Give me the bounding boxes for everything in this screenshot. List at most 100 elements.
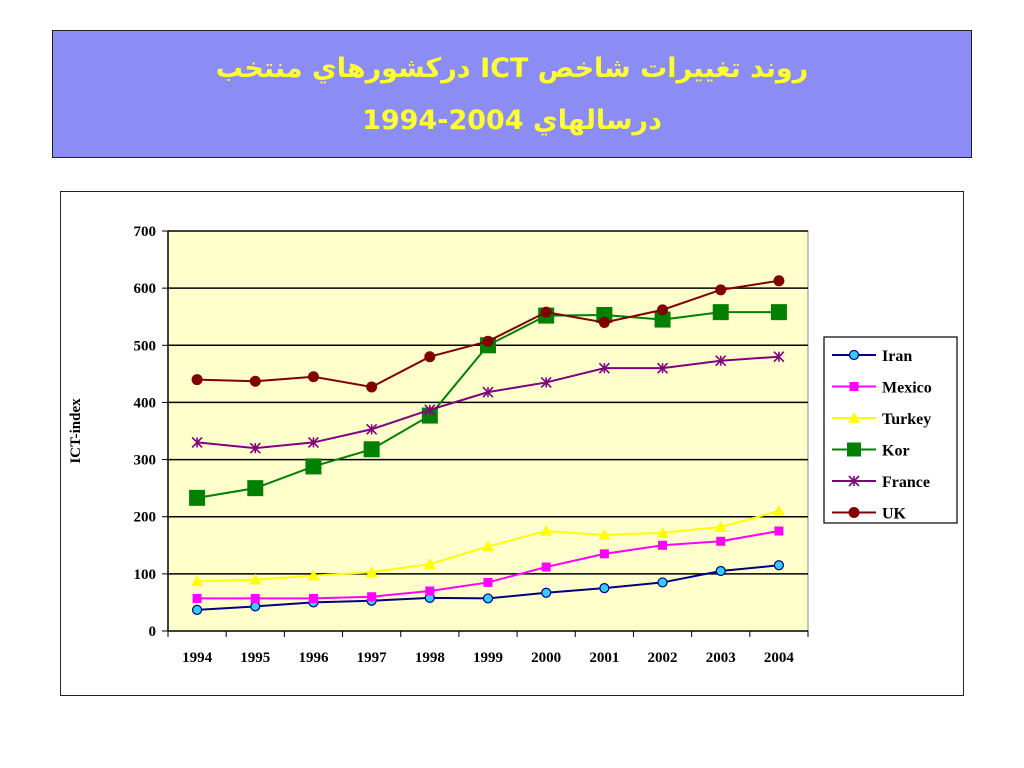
data-point-iran xyxy=(482,593,494,604)
data-point-france xyxy=(598,362,610,374)
data-point-mexico xyxy=(483,577,493,587)
x-tick-label: 2003 xyxy=(706,650,736,666)
data-point-turkey xyxy=(540,525,553,536)
data-point-mexico xyxy=(192,593,202,603)
legend-label: UK xyxy=(882,506,907,523)
x-tick-label: 2000 xyxy=(531,650,561,666)
data-point-turkey xyxy=(656,526,669,538)
data-point-kor xyxy=(363,441,380,458)
data-point-kor xyxy=(654,311,671,328)
x-tick-label: 2001 xyxy=(589,650,619,666)
legend-item-turkey: Turkey xyxy=(832,411,931,428)
x-tick-label: 1994 xyxy=(182,650,213,666)
legend-label: France xyxy=(882,474,930,491)
legend-item-iran: Iran xyxy=(832,348,912,365)
data-point-turkey xyxy=(714,521,727,532)
data-point-uk xyxy=(307,371,319,383)
data-point-iran xyxy=(599,583,610,594)
x-tick-label: 1997 xyxy=(357,650,388,666)
data-point-mexico xyxy=(599,549,609,559)
data-point-turkey xyxy=(191,575,204,587)
data-point-kor xyxy=(247,480,264,497)
data-point-turkey xyxy=(482,540,494,552)
data-point-mexico xyxy=(774,526,784,536)
data-point-uk xyxy=(482,335,494,347)
data-point-france xyxy=(715,355,727,367)
data-point-france xyxy=(249,442,261,454)
data-point-france xyxy=(307,436,320,448)
data-point-uk xyxy=(249,375,261,387)
legend-marker xyxy=(848,349,860,361)
data-point-france xyxy=(773,351,785,363)
x-tick-label: 2002 xyxy=(648,650,678,666)
y-axis-title: ICT-index xyxy=(68,398,84,464)
x-tick-label: 1999 xyxy=(473,650,503,666)
legend-marker xyxy=(848,412,860,423)
data-point-mexico xyxy=(658,540,668,550)
data-point-uk xyxy=(598,316,610,328)
data-point-mexico xyxy=(250,593,260,603)
y-tick-label: 400 xyxy=(134,395,157,411)
data-point-iran xyxy=(715,565,726,577)
legend-marker xyxy=(848,507,860,518)
legend-item-kor: Kor xyxy=(832,442,910,460)
data-point-iran xyxy=(541,587,552,598)
data-point-turkey xyxy=(772,505,785,516)
legend-marker xyxy=(849,382,859,391)
data-point-turkey xyxy=(598,529,611,540)
plot-area xyxy=(167,230,809,632)
x-tick-label: 2004 xyxy=(764,650,795,666)
x-tick-label: 1996 xyxy=(298,650,329,666)
data-point-iran xyxy=(657,577,668,588)
data-point-kor xyxy=(189,489,206,506)
data-point-france xyxy=(191,436,203,448)
y-tick-label: 0 xyxy=(149,624,157,640)
data-point-iran xyxy=(191,604,203,615)
chart-frame: 0 100 200 300 400 500 600 700 1994 1995 1996 1997 19… xyxy=(60,191,964,696)
legend-marker xyxy=(847,442,861,457)
data-point-turkey xyxy=(307,569,320,581)
data-point-kor xyxy=(770,304,787,321)
legend: Iran Mexico Turkey Kor France UK xyxy=(823,336,958,524)
x-tick-label: 1998 xyxy=(415,650,445,666)
data-point-kor xyxy=(305,458,322,475)
legend-marker xyxy=(848,475,860,487)
data-point-uk xyxy=(366,381,378,393)
data-point-iran xyxy=(773,560,785,571)
y-tick-label: 500 xyxy=(134,338,157,354)
legend-item-france: France xyxy=(832,474,930,491)
slide-title-line1: روند تغييرات شاخص ICT دركشورهاي منتخب xyxy=(215,53,809,84)
data-point-france xyxy=(482,386,494,398)
legend-label: Mexico xyxy=(882,380,932,397)
legend-label: Kor xyxy=(882,443,910,460)
data-point-uk xyxy=(715,284,727,296)
y-tick-label: 300 xyxy=(134,453,157,469)
data-point-mexico xyxy=(425,586,435,596)
data-point-uk xyxy=(773,275,785,287)
x-tick-label: 1995 xyxy=(240,650,270,666)
data-point-france xyxy=(540,376,552,388)
legend-item-mexico: Mexico xyxy=(832,380,932,397)
legend-item-uk: UK xyxy=(832,506,907,523)
data-point-mexico xyxy=(367,592,377,602)
data-point-mexico xyxy=(716,536,726,546)
data-point-turkey xyxy=(365,566,378,577)
line-chart: 0 100 200 300 400 500 600 700 1994 1995 1996 1997 19… xyxy=(68,224,958,666)
data-point-uk xyxy=(657,304,669,316)
data-point-uk xyxy=(424,351,436,363)
data-point-turkey xyxy=(423,558,436,569)
y-tick-label: 600 xyxy=(134,281,157,297)
data-point-iran xyxy=(250,601,261,612)
y-tick-label: 700 xyxy=(134,224,157,240)
data-point-uk xyxy=(540,306,552,318)
slide-title-box: روند تغييرات شاخص ICT دركشورهاي منتخب در… xyxy=(52,30,972,158)
y-tick-label: 200 xyxy=(134,510,157,526)
data-point-mexico xyxy=(308,593,318,603)
data-point-france xyxy=(424,404,436,416)
legend-box xyxy=(823,336,958,524)
y-tick-label: 100 xyxy=(134,567,157,583)
data-point-france xyxy=(366,423,378,435)
data-point-mexico xyxy=(541,562,551,572)
legend-label: Iran xyxy=(882,348,912,365)
data-point-turkey xyxy=(249,573,262,585)
